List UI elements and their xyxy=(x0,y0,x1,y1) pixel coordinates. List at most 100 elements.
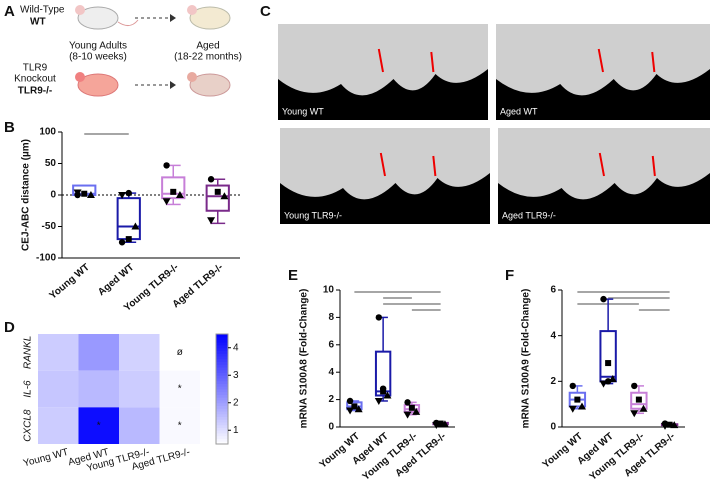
data-point xyxy=(412,407,421,415)
jaw-shape xyxy=(498,128,710,200)
colorbar-step xyxy=(216,427,228,431)
colorbar-step xyxy=(216,438,228,442)
data-point xyxy=(162,198,171,206)
column-label: Young WT xyxy=(22,447,70,470)
panel-label: C xyxy=(260,3,271,20)
data-point xyxy=(670,421,679,429)
data-point xyxy=(604,378,612,385)
colorbar-step xyxy=(216,356,228,360)
y-tick-label: -100 xyxy=(36,253,56,264)
heat-cell xyxy=(119,407,160,444)
cej-marker xyxy=(597,48,656,73)
y-tick-label: -50 xyxy=(42,221,57,232)
data-point xyxy=(630,410,639,418)
cell-annotation: * xyxy=(97,420,101,431)
group-text: (18-22 months) xyxy=(174,52,242,63)
panel-label: F xyxy=(505,267,514,284)
data-point xyxy=(170,188,177,195)
colorbar-step xyxy=(216,339,228,343)
y-tick-label: 4 xyxy=(328,367,334,378)
group-text: Young Adults xyxy=(69,41,127,52)
cej-marker xyxy=(598,152,656,177)
colorbar-step xyxy=(216,400,228,404)
row-label: IL-6 xyxy=(23,380,34,398)
colorbar-label: 1 xyxy=(233,425,239,436)
x-tick-label: Aged WT xyxy=(96,262,136,298)
panel-label: A xyxy=(4,3,15,20)
data-point xyxy=(605,360,612,367)
colorbar-label: 4 xyxy=(233,342,239,353)
data-point xyxy=(661,422,670,430)
colorbar-step xyxy=(216,413,228,417)
data-point xyxy=(437,420,444,427)
data-point xyxy=(346,397,354,405)
data-point xyxy=(404,399,411,406)
colorbar-step xyxy=(216,375,228,379)
data-point xyxy=(131,222,140,230)
data-point xyxy=(86,191,95,198)
colorbar-step xyxy=(216,416,228,420)
colorbar-step xyxy=(216,394,228,398)
y-tick-label: 10 xyxy=(323,285,335,296)
data-point xyxy=(666,421,673,428)
data-point xyxy=(220,192,229,200)
colorbar-step xyxy=(216,380,228,384)
box xyxy=(374,350,392,397)
colorbar-step xyxy=(216,391,228,395)
data-point xyxy=(175,191,184,198)
data-point xyxy=(408,404,415,411)
data-point xyxy=(639,404,648,412)
heat-cell xyxy=(38,370,79,408)
y-tick-label: 4 xyxy=(550,330,556,341)
colorbar-step xyxy=(216,383,228,387)
data-point xyxy=(403,411,412,419)
image-caption: Young WT xyxy=(282,106,324,116)
heat-cell xyxy=(38,334,79,371)
group-text: (8-10 weeks) xyxy=(69,52,127,63)
colorbar-step xyxy=(216,336,228,340)
data-point xyxy=(600,295,607,303)
data-point xyxy=(374,397,383,405)
heat-cell xyxy=(119,370,160,408)
wt-text: Wild-Type xyxy=(20,5,65,16)
box xyxy=(116,197,141,241)
data-point xyxy=(383,391,392,399)
data-point xyxy=(440,420,449,428)
cell-annotation: * xyxy=(178,384,182,395)
colorbar-step xyxy=(216,358,228,362)
y-tick-label: 50 xyxy=(45,158,57,169)
x-tick-label: Young WT xyxy=(541,431,585,471)
data-point xyxy=(118,239,126,246)
colorbar-label: 2 xyxy=(233,397,239,408)
y-tick-label: 2 xyxy=(328,394,334,405)
colorbar-label: 3 xyxy=(233,370,239,381)
data-point xyxy=(81,190,88,197)
box xyxy=(205,184,230,212)
jaw-shape xyxy=(496,24,710,96)
mouse-icon xyxy=(75,5,139,30)
y-axis-label: mRNA S100A9 (Fold-Change) xyxy=(521,289,532,429)
jaw-shape xyxy=(280,128,490,200)
y-tick-label: 8 xyxy=(328,312,334,323)
mouse-icon xyxy=(187,5,231,30)
data-point xyxy=(379,385,387,392)
colorbar-step xyxy=(216,422,228,426)
data-point xyxy=(568,405,577,413)
heat-cell xyxy=(78,407,119,444)
data-point xyxy=(569,382,576,390)
colorbar-frame xyxy=(215,333,229,445)
data-point xyxy=(631,382,638,390)
y-axis-label: mRNA S100A8 (Fold-Change) xyxy=(299,289,310,429)
colorbar-step xyxy=(216,389,228,393)
wt-text: WT xyxy=(30,17,46,28)
data-point xyxy=(354,405,363,413)
data-point xyxy=(375,314,383,321)
data-point xyxy=(574,396,581,403)
data-point xyxy=(577,402,586,410)
colorbar-step xyxy=(216,424,228,428)
colorbar-step xyxy=(216,353,228,357)
y-tick-label: 6 xyxy=(550,285,556,296)
cell-annotation: * xyxy=(178,420,182,431)
cej-marker xyxy=(379,152,437,177)
data-point xyxy=(346,407,355,415)
